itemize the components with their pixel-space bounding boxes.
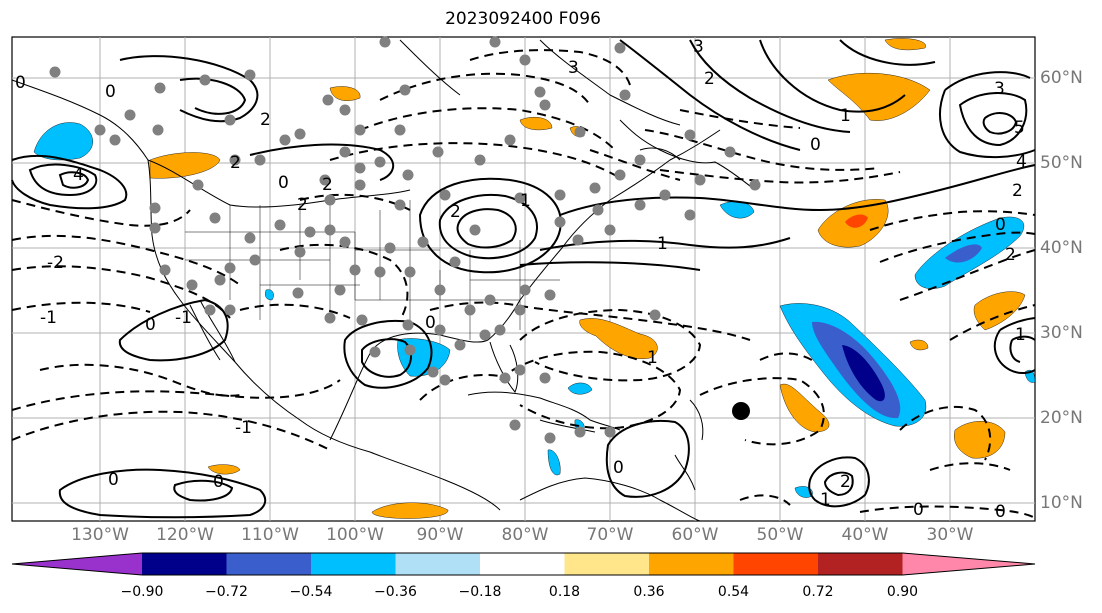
contour-label: 0	[613, 458, 624, 478]
contour-label: 0	[105, 82, 116, 102]
lon-label: 70°W	[586, 525, 634, 545]
contour-label: 1	[820, 490, 831, 510]
lon-label: 130°W	[71, 525, 129, 545]
contour-label: 4	[73, 165, 84, 185]
contour-label: -1	[40, 308, 57, 328]
colorbar-tick-label: −0.36	[374, 584, 417, 600]
positive-contours	[11, 39, 1036, 519]
contour-label: 0	[145, 315, 156, 335]
lon-label: 90°W	[416, 525, 464, 545]
negative-contours	[11, 49, 1036, 519]
colorbar-tick-label: 0.18	[548, 584, 581, 600]
colorbar-segment	[902, 553, 1035, 575]
contour-label: 5	[1014, 118, 1025, 138]
lon-label: 60°W	[671, 525, 719, 545]
colorbar-tick-label: −0.54	[289, 584, 333, 600]
lon-label: 30°W	[926, 525, 974, 545]
colorbar-tick-label: 0.90	[886, 584, 919, 600]
lat-label: 50°N	[1040, 153, 1083, 173]
colorbar-segment	[649, 553, 734, 575]
colorbar-segment	[818, 553, 903, 575]
contour-label: 1	[1015, 325, 1026, 345]
contour-label: 4	[1016, 152, 1027, 172]
contour-label: 0	[913, 500, 924, 520]
coastlines	[11, 39, 756, 522]
contour-label: 1	[520, 191, 531, 211]
lon-label: 40°W	[841, 525, 889, 545]
contour-label: 2	[1005, 245, 1016, 265]
contour-label: -1	[235, 418, 252, 438]
colorbar-tick-label: 0.36	[633, 584, 665, 600]
colorbar-segment	[226, 553, 312, 575]
contour-label: 2	[230, 153, 241, 173]
contour-label: 2	[1012, 181, 1023, 201]
contour-label: 2	[704, 69, 715, 89]
contour-label: 2	[840, 472, 851, 492]
station-markers	[49, 36, 761, 444]
lat-label: 30°N	[1040, 323, 1083, 343]
contour-label: 0	[810, 135, 821, 155]
colorbar-outline	[11, 552, 1036, 576]
contour-label: -2	[47, 253, 64, 273]
contour-label: 1	[647, 348, 658, 368]
colorbar-segment	[733, 553, 819, 575]
contour-label: 0	[995, 215, 1006, 235]
lat-label: 40°N	[1040, 238, 1083, 258]
lat-label: 10°N	[1040, 493, 1083, 513]
lon-label: 80°W	[501, 525, 549, 545]
contour-label: 0	[213, 472, 224, 492]
contour-label: 2	[322, 175, 333, 195]
contour-label: 0	[995, 502, 1006, 522]
contour-label: 3	[693, 37, 704, 57]
colorbar-segment	[12, 553, 142, 575]
contour-label: 0	[425, 313, 436, 333]
lon-label: 120°W	[156, 525, 214, 545]
contour-label: -1	[175, 308, 192, 328]
lon-label: 100°W	[326, 525, 384, 545]
extreme-negative-fills	[842, 345, 885, 402]
contour-label: 0	[15, 73, 26, 93]
lat-label: 60°N	[1040, 68, 1083, 88]
positive-anomaly-fills	[149, 38, 1026, 519]
contour-label: 3	[994, 79, 1005, 99]
contour-label: 2	[260, 110, 271, 130]
gridlines	[12, 37, 1035, 521]
strong-positive-fills	[845, 214, 868, 228]
contour-label-layer: 0 2 2 4 0 2 2 -2 -1 0 -1 -1 0 0 2 1 1 0 …	[15, 37, 1027, 522]
contour-label: 2	[297, 195, 308, 215]
colorbar-segment	[311, 553, 396, 575]
colorbar-segment	[142, 553, 227, 575]
colorbar-tick-label: −0.90	[120, 584, 164, 600]
storm-center-marker	[732, 402, 750, 420]
contour-label: 3	[568, 58, 579, 78]
contour-label: 2	[450, 202, 461, 222]
colorbar	[11, 552, 1036, 576]
colorbar-segment	[564, 553, 650, 575]
colorbar-tick-label: −0.18	[458, 584, 502, 600]
colorbar-tick-label: 0.72	[802, 584, 834, 600]
lon-label: 50°W	[756, 525, 804, 545]
contour-label: 1	[657, 234, 668, 254]
map-title: 2023092400 F096	[445, 9, 601, 29]
colorbar-segment	[480, 553, 565, 575]
lon-label: 110°W	[241, 525, 299, 545]
contour-label: 0	[278, 173, 289, 193]
colorbar-tick-label: −0.72	[205, 584, 248, 600]
colorbar-segment	[395, 553, 481, 575]
contour-label: 1	[840, 106, 851, 126]
lat-label: 20°N	[1040, 408, 1083, 428]
colorbar-tick-label: 0.54	[717, 584, 750, 600]
contour-label: 0	[108, 470, 119, 490]
